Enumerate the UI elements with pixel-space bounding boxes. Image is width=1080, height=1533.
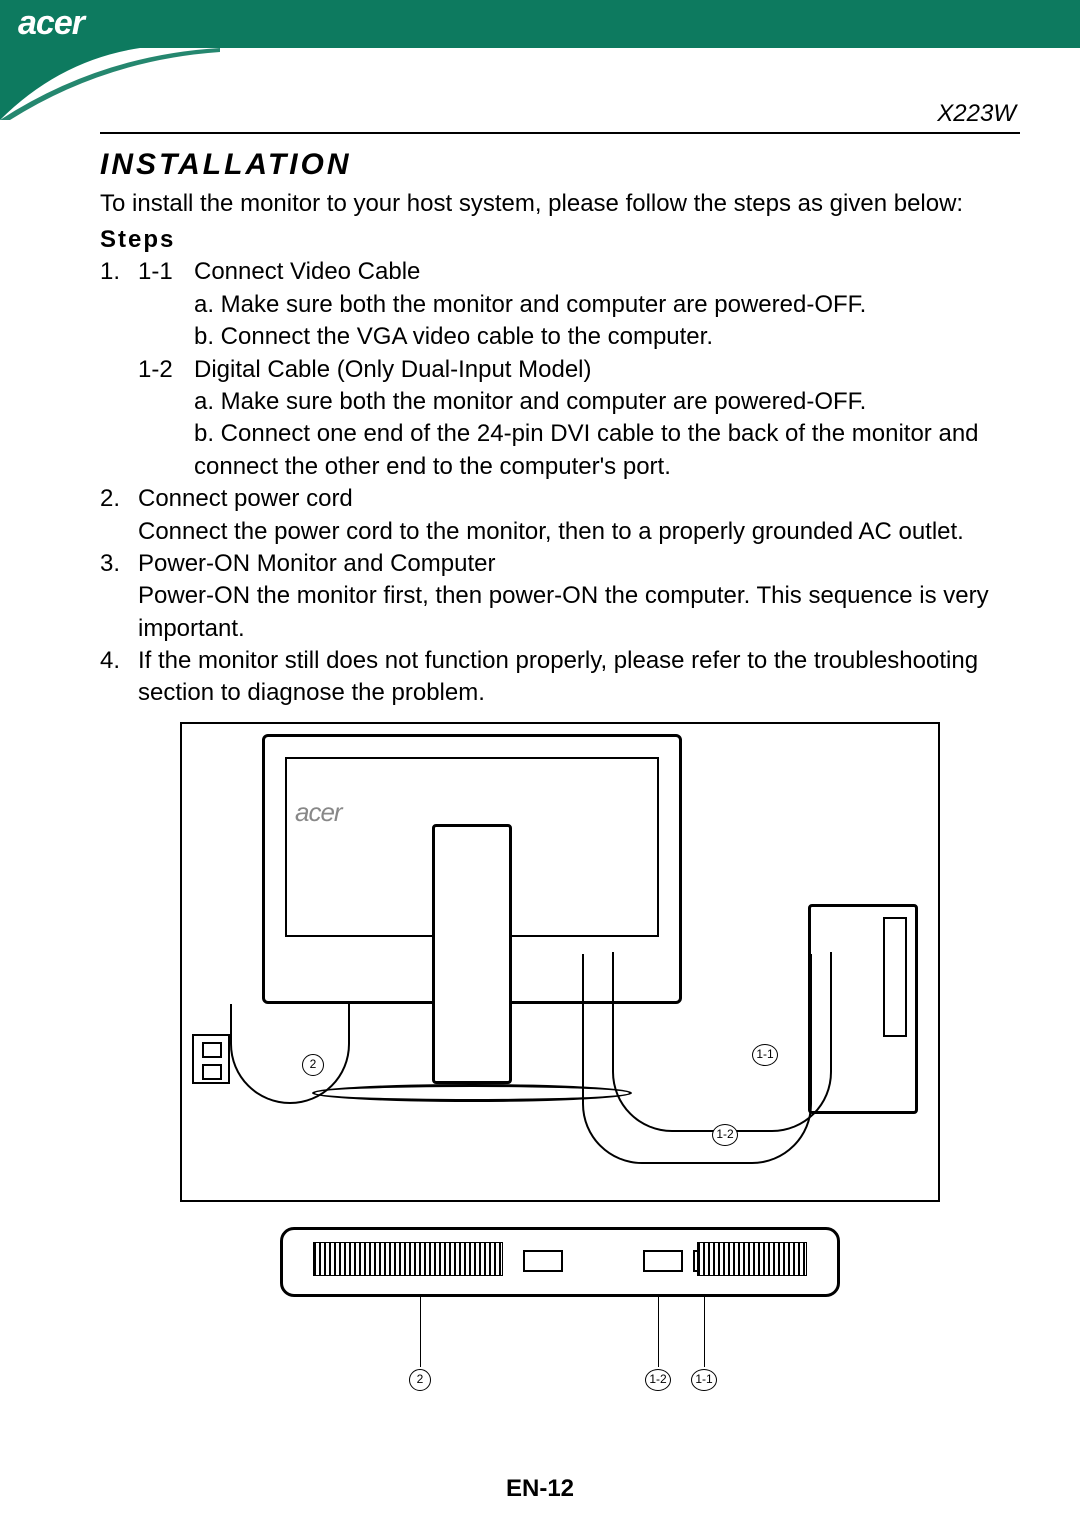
- step-4: 4. If the monitor still does not functio…: [100, 645, 1020, 710]
- step-number: 3.: [100, 548, 138, 580]
- leader-line-icon: [704, 1297, 705, 1367]
- brand-logo: acer: [18, 4, 84, 43]
- callout-1-2: 1-2: [645, 1369, 671, 1391]
- step-1-1: 1. 1-1 Connect Video Cable: [100, 256, 1020, 288]
- callout-2: 2: [409, 1369, 431, 1391]
- step-substep: b. Connect the VGA video cable to the co…: [100, 321, 1020, 353]
- step-substep: b. Connect one end of the 24-pin DVI cab…: [100, 418, 1020, 483]
- model-number: X223W: [100, 100, 1020, 128]
- step-body: If the monitor still does not function p…: [138, 645, 1020, 710]
- step-subnumber: 1-2: [138, 354, 194, 386]
- step-2: 2. Connect power cord: [100, 483, 1020, 515]
- step-1-2: 1-2 Digital Cable (Only Dual-Input Model…: [100, 354, 1020, 386]
- wall-outlet-icon: [192, 1034, 230, 1084]
- step-number: 1.: [100, 256, 138, 288]
- connection-diagram: acer 2 1-1 1-2: [180, 722, 940, 1202]
- monitor-brand: acer: [295, 797, 342, 828]
- step-subnumber: 1-1: [138, 256, 194, 288]
- page-number: EN-12: [0, 1475, 1080, 1503]
- step-substep: a. Make sure both the monitor and comput…: [100, 289, 1020, 321]
- power-port-icon: [523, 1250, 563, 1272]
- steps-list: 1. 1-1 Connect Video Cable a. Make sure …: [100, 256, 1020, 709]
- step-number-blank: [100, 354, 138, 386]
- monitor-stand-icon: [432, 824, 512, 1084]
- dvi-port-icon: [643, 1250, 683, 1272]
- intro-text: To install the monitor to your host syst…: [100, 188, 1020, 220]
- page-content: X223W INSTALLATION To install the monito…: [100, 100, 1020, 1302]
- step-number: 2.: [100, 483, 138, 515]
- step-number: 4.: [100, 645, 138, 710]
- section-heading: INSTALLATION: [100, 148, 1020, 182]
- pc-slots-icon: [883, 917, 907, 1037]
- callout-1-1: 1-1: [691, 1369, 717, 1391]
- divider: [100, 132, 1020, 134]
- port-panel-diagram: 2 1-2 1-1: [280, 1227, 840, 1297]
- callout-2: 2: [302, 1054, 324, 1076]
- step-title: Power-ON Monitor and Computer: [138, 548, 1020, 580]
- header-bar: acer: [0, 0, 1080, 48]
- step-substep: a. Make sure both the monitor and comput…: [100, 386, 1020, 418]
- vent-icon: [697, 1242, 807, 1276]
- callout-1-2: 1-2: [712, 1124, 738, 1146]
- steps-label: Steps: [100, 226, 1020, 254]
- step-body: Power-ON the monitor first, then power-O…: [100, 580, 1020, 645]
- step-3: 3. Power-ON Monitor and Computer: [100, 548, 1020, 580]
- callout-1-1: 1-1: [752, 1044, 778, 1066]
- diagram-container: acer 2 1-1 1-2: [100, 722, 1020, 1302]
- step-title: Connect power cord: [138, 483, 1020, 515]
- step-body: Connect the power cord to the monitor, t…: [100, 516, 1020, 548]
- leader-line-icon: [420, 1297, 421, 1367]
- step-title: Digital Cable (Only Dual-Input Model): [194, 354, 1020, 386]
- vent-icon: [313, 1242, 503, 1276]
- panel-body-icon: [280, 1227, 840, 1297]
- outlet-socket-icon: [202, 1042, 222, 1058]
- leader-line-icon: [658, 1297, 659, 1367]
- video-cable-2-icon: [612, 952, 832, 1132]
- outlet-socket-icon: [202, 1064, 222, 1080]
- step-title: Connect Video Cable: [194, 256, 1020, 288]
